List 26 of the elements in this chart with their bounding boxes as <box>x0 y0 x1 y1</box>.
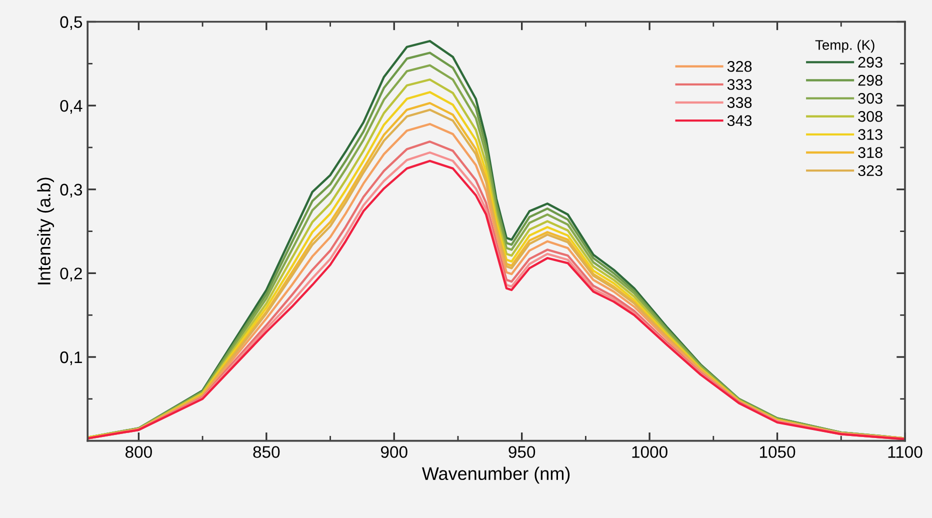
legend-title: Temp. (K) <box>815 40 874 53</box>
x-tick-label: 800 <box>126 446 152 458</box>
legend-label: 293 <box>858 56 882 68</box>
y-tick-label: 0,4 <box>60 100 82 114</box>
legend-label: 323 <box>858 165 882 176</box>
y-tick-label: 0,3 <box>60 184 82 198</box>
legend-label: 298 <box>858 74 882 86</box>
legend-label: 303 <box>858 92 882 104</box>
y-axis-title: Intensity (a.b) <box>37 178 54 284</box>
legend-label: 333 <box>727 79 752 90</box>
legend-label: 318 <box>858 147 882 158</box>
legend-label: 328 <box>727 61 752 72</box>
x-axis-title: Wavenumber (nm) <box>422 466 570 484</box>
x-tick-label: 850 <box>253 446 280 458</box>
legend-label: 343 <box>727 115 752 126</box>
legend-label: 313 <box>858 129 882 140</box>
x-tick-label: 1100 <box>888 446 922 458</box>
y-tick-label: 0,5 <box>60 16 82 30</box>
x-tick-label: 900 <box>381 446 408 458</box>
y-tick-label: 0,2 <box>60 268 82 282</box>
legend-label: 308 <box>858 111 882 122</box>
x-tick-label: 1050 <box>760 446 796 458</box>
legend-label: 338 <box>727 97 752 108</box>
x-tick-label: 1000 <box>632 446 668 458</box>
x-tick-label: 950 <box>508 446 536 458</box>
y-tick-label: 0,1 <box>60 351 82 366</box>
